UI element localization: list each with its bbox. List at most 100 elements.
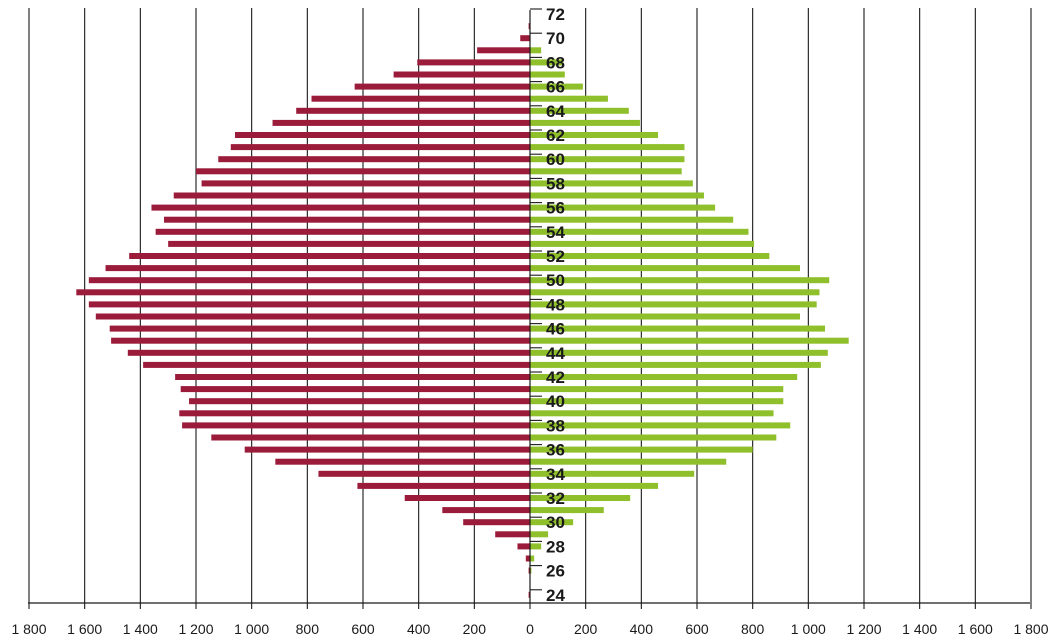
bar-left [179, 410, 531, 417]
bar-right [530, 337, 849, 344]
x-tick-label: 200 [574, 621, 598, 637]
age-label: 24 [546, 586, 565, 605]
bar-right [530, 204, 716, 211]
x-tick-label: 200 [463, 621, 487, 637]
bar-left [296, 107, 530, 114]
x-tick-label: 600 [685, 621, 709, 637]
bar-left [88, 277, 530, 284]
age-label: 60 [546, 150, 565, 169]
right-series-bars [530, 47, 849, 574]
bar-left [311, 95, 530, 102]
bar-left [111, 337, 530, 344]
bar-right [530, 434, 777, 441]
bar-right [530, 313, 800, 320]
bar-right [530, 410, 774, 417]
age-axis: 72 70 68 66 64 62 60 58 56 54 52 50 48 46 44 42 40 38 36 34… [529, 5, 565, 605]
age-label: 44 [546, 344, 565, 363]
bar-right [530, 482, 659, 489]
age-label: 62 [546, 126, 565, 145]
bar-left [155, 228, 530, 235]
bar-right [530, 240, 755, 247]
left-series-bars [76, 23, 531, 598]
age-label: 26 [546, 562, 565, 581]
bar-left [525, 555, 530, 562]
bar-left [318, 470, 530, 477]
bar-right [530, 422, 791, 429]
bar-right [530, 325, 826, 332]
bar-left [528, 23, 530, 30]
bar-left [463, 519, 530, 526]
age-label: 64 [546, 102, 565, 121]
bar-right [530, 386, 784, 393]
age-label: 66 [546, 78, 565, 97]
bar-right [530, 168, 682, 175]
age-label: 72 [546, 5, 565, 24]
bar-left [495, 531, 530, 538]
bar-right [530, 95, 608, 102]
bar-left [196, 168, 530, 175]
bar-right [530, 567, 532, 574]
bar-right [530, 470, 695, 477]
bar-left [168, 240, 530, 247]
bar-left [182, 422, 531, 429]
bar-left [180, 386, 531, 393]
age-label: 28 [546, 537, 565, 556]
bar-left [173, 192, 530, 199]
bar-left [201, 180, 531, 187]
bar-left [189, 398, 530, 405]
x-tick-label: 1 400 [902, 621, 937, 637]
bar-left [354, 83, 530, 90]
bar-left [528, 567, 530, 574]
bar-right [530, 289, 820, 296]
bar-left [129, 253, 530, 259]
x-tick-label: 1 800 [1013, 621, 1048, 637]
age-label: 70 [546, 29, 565, 48]
age-label: 68 [546, 53, 565, 72]
bar-left [275, 458, 530, 465]
x-tick-label: 1 000 [791, 621, 826, 637]
x-tick-label: 400 [630, 621, 654, 637]
bar-right [530, 253, 770, 259]
x-tick-label: 400 [407, 621, 431, 637]
bar-right [530, 519, 574, 526]
bar-left [95, 313, 531, 320]
bar-left [393, 71, 530, 78]
age-label: 52 [546, 247, 565, 266]
bar-right [530, 265, 800, 272]
age-label: 54 [546, 223, 565, 242]
age-label: 38 [546, 416, 565, 435]
bar-right [530, 216, 734, 223]
bar-right [530, 349, 828, 356]
age-label: 46 [546, 320, 565, 339]
age-label: 36 [546, 441, 565, 460]
bar-left [272, 119, 530, 126]
bar-right [530, 507, 604, 514]
bar-left [151, 204, 530, 211]
age-label: 50 [546, 271, 565, 290]
bar-right [530, 555, 535, 562]
age-label: 34 [546, 465, 565, 484]
age-label: 56 [546, 199, 565, 218]
x-tick-label: 0 [526, 621, 534, 637]
x-tick-label: 1 600 [67, 621, 102, 637]
bar-right [530, 47, 542, 54]
bar-left [109, 325, 530, 332]
bar-right [530, 228, 749, 235]
bar-left [417, 59, 530, 66]
bar-right [530, 180, 693, 187]
age-label: 48 [546, 295, 565, 314]
bar-right [530, 543, 542, 550]
bar-left [404, 495, 530, 501]
x-tick-label: 1 600 [958, 621, 993, 637]
bar-right [530, 71, 565, 78]
bar-right [530, 119, 640, 126]
x-tick-label: 1 200 [846, 621, 881, 637]
x-tick-label: 800 [741, 621, 765, 637]
bar-right [530, 83, 583, 90]
bar-right [530, 361, 821, 368]
bar-left [175, 374, 530, 380]
bar-left [105, 265, 531, 272]
x-tick-label: 600 [351, 621, 375, 637]
bar-left [528, 591, 530, 598]
